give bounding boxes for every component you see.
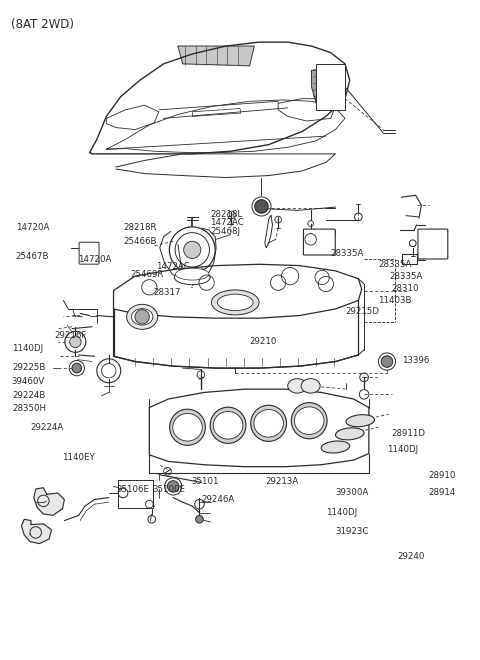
- Text: 1472AC: 1472AC: [210, 218, 244, 228]
- FancyBboxPatch shape: [418, 229, 448, 259]
- Ellipse shape: [251, 405, 287, 442]
- Ellipse shape: [210, 407, 246, 444]
- Ellipse shape: [132, 309, 153, 325]
- Text: 25468J: 25468J: [210, 227, 240, 236]
- Text: 28350H: 28350H: [12, 405, 46, 413]
- Text: 28310: 28310: [392, 284, 419, 293]
- Text: 28914: 28914: [429, 488, 456, 498]
- Circle shape: [70, 336, 81, 348]
- Text: 25466B: 25466B: [123, 237, 156, 246]
- Text: 28218R: 28218R: [123, 223, 156, 232]
- FancyBboxPatch shape: [118, 480, 153, 508]
- Ellipse shape: [211, 290, 259, 315]
- Text: 39460V: 39460V: [12, 377, 45, 385]
- Ellipse shape: [291, 403, 327, 439]
- Text: 1472AC: 1472AC: [156, 263, 190, 271]
- Ellipse shape: [294, 407, 324, 434]
- Text: 29246A: 29246A: [202, 495, 235, 504]
- Polygon shape: [178, 46, 254, 66]
- Text: 31923C: 31923C: [336, 527, 369, 537]
- Text: 1140DJ: 1140DJ: [387, 445, 418, 454]
- Ellipse shape: [213, 411, 243, 439]
- Text: 28218L: 28218L: [210, 211, 243, 220]
- Text: 35100E: 35100E: [152, 484, 185, 494]
- Text: 28335A: 28335A: [331, 249, 364, 257]
- Ellipse shape: [336, 428, 364, 440]
- Text: 29213A: 29213A: [265, 477, 299, 486]
- Text: 29215D: 29215D: [345, 307, 379, 316]
- Circle shape: [196, 515, 203, 523]
- Ellipse shape: [321, 441, 350, 453]
- FancyBboxPatch shape: [79, 242, 99, 264]
- Circle shape: [184, 241, 201, 259]
- Text: 28335A: 28335A: [378, 261, 412, 269]
- Text: 35106E: 35106E: [116, 484, 149, 494]
- Ellipse shape: [288, 379, 307, 393]
- Text: 14720A: 14720A: [78, 255, 111, 264]
- Ellipse shape: [301, 379, 320, 393]
- Text: 39300A: 39300A: [336, 488, 369, 498]
- Ellipse shape: [254, 409, 283, 437]
- Text: 29224A: 29224A: [30, 423, 63, 432]
- Polygon shape: [22, 519, 51, 544]
- FancyBboxPatch shape: [316, 64, 345, 110]
- Text: (8AT 2WD): (8AT 2WD): [11, 18, 74, 31]
- Text: 13396: 13396: [402, 356, 430, 366]
- Circle shape: [72, 364, 82, 373]
- Text: 29210: 29210: [250, 337, 277, 346]
- Polygon shape: [34, 488, 64, 515]
- Circle shape: [168, 480, 179, 492]
- Circle shape: [135, 310, 149, 324]
- FancyBboxPatch shape: [303, 229, 335, 255]
- Text: 25469R: 25469R: [130, 270, 164, 279]
- Text: 25467B: 25467B: [16, 252, 49, 261]
- Text: 29216F: 29216F: [54, 331, 86, 340]
- Ellipse shape: [174, 270, 210, 284]
- Ellipse shape: [346, 414, 374, 427]
- Text: 11403B: 11403B: [378, 296, 412, 305]
- Ellipse shape: [176, 268, 209, 280]
- Ellipse shape: [127, 304, 157, 329]
- Text: 1140DJ: 1140DJ: [326, 508, 357, 517]
- Text: 28335A: 28335A: [389, 272, 422, 280]
- Ellipse shape: [173, 413, 202, 441]
- Text: 28910: 28910: [429, 471, 456, 480]
- Text: 28911D: 28911D: [392, 430, 426, 438]
- Text: 1140DJ: 1140DJ: [12, 344, 43, 353]
- Ellipse shape: [217, 294, 253, 311]
- Text: 35101: 35101: [192, 477, 219, 486]
- Text: 29240: 29240: [397, 552, 425, 561]
- Ellipse shape: [169, 409, 205, 446]
- Text: 28317: 28317: [153, 288, 180, 297]
- Circle shape: [381, 356, 393, 367]
- Polygon shape: [312, 66, 345, 103]
- Text: 29225B: 29225B: [12, 363, 45, 372]
- Circle shape: [255, 200, 268, 213]
- Text: 14720A: 14720A: [16, 223, 49, 232]
- Text: 1140EY: 1140EY: [62, 453, 95, 462]
- Text: 29224B: 29224B: [12, 391, 45, 399]
